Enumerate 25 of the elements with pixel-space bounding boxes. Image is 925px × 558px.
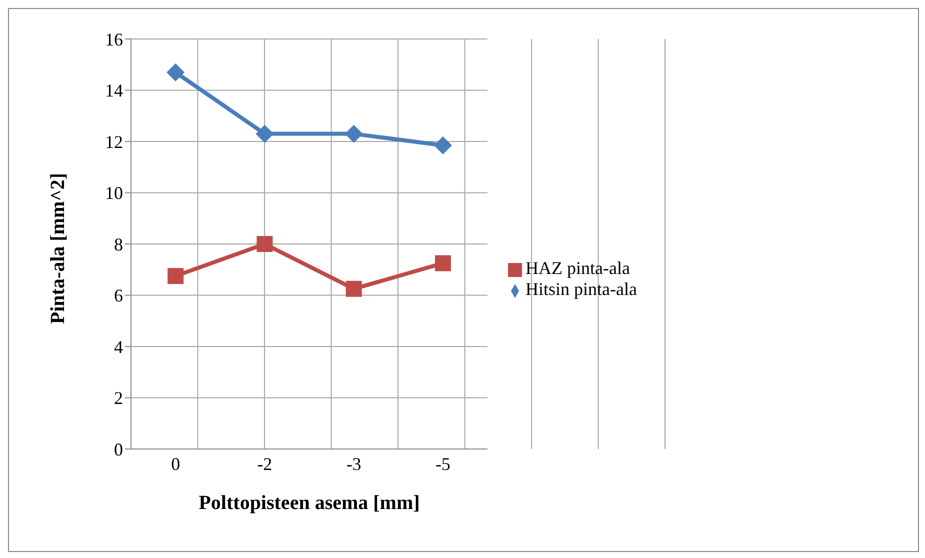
point [168, 268, 184, 284]
point [434, 136, 452, 154]
y-axis-title: Pinta-ala [mm^2] [47, 172, 70, 324]
y-tick-label: 4 [114, 336, 123, 357]
x-tick-label: -5 [435, 454, 450, 474]
point [256, 124, 274, 143]
y-tick-label: 8 [114, 234, 123, 254]
x-tick-label: -3 [346, 454, 362, 474]
point [166, 63, 185, 82]
x-axis-title: Polttopisteen asema [mm] [198, 492, 420, 514]
point [434, 255, 451, 272]
legend-label: Hitsin pinta-ala [526, 279, 637, 299]
y-tick-label: 6 [114, 286, 123, 306]
legend-label: HAZ pinta-ala [526, 258, 630, 278]
y-tick-label: 16 [105, 29, 123, 50]
y-tick-label: 2 [114, 388, 123, 408]
point [346, 280, 362, 297]
x-tick-label: -2 [257, 454, 272, 474]
y-tick-label: 10 [105, 183, 123, 204]
point [344, 124, 363, 143]
y-tick-label: 14 [105, 80, 123, 101]
x-tick-label: 0 [171, 454, 180, 474]
y-tick-label: 12 [105, 132, 123, 152]
point [256, 236, 273, 252]
y-tick-label: 0 [114, 439, 123, 460]
